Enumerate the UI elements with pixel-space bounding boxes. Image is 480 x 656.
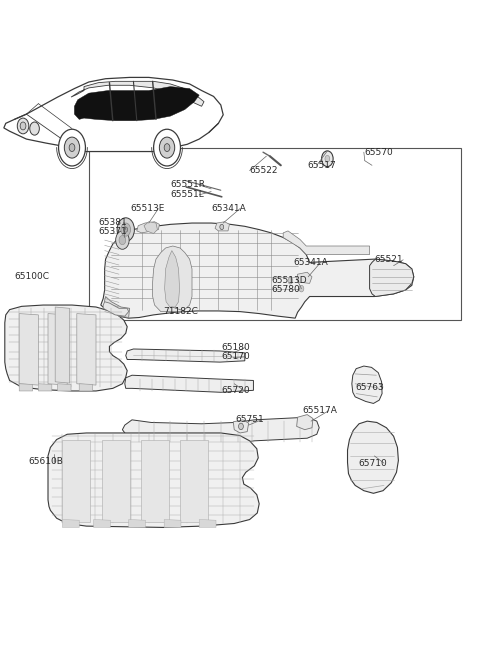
Text: 65763: 65763 <box>355 382 384 392</box>
Text: 65341A: 65341A <box>211 204 246 213</box>
Circle shape <box>64 137 80 158</box>
Polygon shape <box>71 81 204 106</box>
Text: 65551L: 65551L <box>170 190 204 199</box>
Polygon shape <box>62 440 90 522</box>
Polygon shape <box>62 520 79 527</box>
Circle shape <box>121 223 131 236</box>
Circle shape <box>220 224 224 230</box>
Polygon shape <box>94 520 110 527</box>
Polygon shape <box>79 384 93 391</box>
Polygon shape <box>165 251 180 307</box>
Polygon shape <box>164 520 181 527</box>
Polygon shape <box>48 314 67 385</box>
Polygon shape <box>233 420 249 433</box>
Polygon shape <box>370 259 414 297</box>
Circle shape <box>30 122 39 135</box>
Circle shape <box>116 231 129 249</box>
Polygon shape <box>4 77 223 152</box>
Polygon shape <box>215 222 229 231</box>
Polygon shape <box>19 314 38 385</box>
Circle shape <box>154 129 180 166</box>
Polygon shape <box>55 307 70 383</box>
Polygon shape <box>180 440 208 522</box>
Text: 65720: 65720 <box>222 386 251 396</box>
Polygon shape <box>153 246 192 312</box>
Text: 65100C: 65100C <box>14 272 49 281</box>
Polygon shape <box>137 222 159 233</box>
Circle shape <box>159 137 175 158</box>
Polygon shape <box>38 384 52 391</box>
Polygon shape <box>105 297 130 318</box>
Text: 65521: 65521 <box>374 255 403 264</box>
Text: 71182C: 71182C <box>163 307 198 316</box>
Text: 65610B: 65610B <box>29 457 64 466</box>
Polygon shape <box>125 375 253 392</box>
Polygon shape <box>77 314 96 385</box>
Text: 65513E: 65513E <box>131 204 165 213</box>
Polygon shape <box>101 223 414 318</box>
Text: 65570: 65570 <box>365 148 394 157</box>
Circle shape <box>69 144 75 152</box>
Polygon shape <box>122 417 319 445</box>
Circle shape <box>17 118 29 134</box>
Text: 65710: 65710 <box>358 459 387 468</box>
Text: 65780: 65780 <box>271 285 300 295</box>
Polygon shape <box>102 440 130 522</box>
Text: 65341A: 65341A <box>294 258 328 267</box>
Polygon shape <box>297 272 312 283</box>
Polygon shape <box>297 415 313 430</box>
Polygon shape <box>141 440 169 522</box>
Text: 65522: 65522 <box>250 166 278 175</box>
Circle shape <box>20 122 26 130</box>
Polygon shape <box>199 520 216 527</box>
Text: 65517: 65517 <box>307 161 336 170</box>
Text: 65517A: 65517A <box>302 406 337 415</box>
Circle shape <box>124 227 128 232</box>
Circle shape <box>299 285 304 292</box>
Circle shape <box>288 277 293 284</box>
Circle shape <box>164 144 170 152</box>
Circle shape <box>59 129 85 166</box>
Polygon shape <box>74 87 199 121</box>
Polygon shape <box>352 366 382 403</box>
Text: 65513D: 65513D <box>271 276 307 285</box>
Polygon shape <box>129 520 145 527</box>
Polygon shape <box>103 302 129 316</box>
Text: 65371: 65371 <box>98 227 127 236</box>
Polygon shape <box>48 433 259 527</box>
Circle shape <box>119 236 126 245</box>
Polygon shape <box>58 384 71 391</box>
Polygon shape <box>283 231 370 255</box>
Polygon shape <box>348 421 398 493</box>
Circle shape <box>239 423 243 430</box>
Polygon shape <box>126 349 245 362</box>
Circle shape <box>325 155 330 162</box>
Text: 65551R: 65551R <box>170 180 205 190</box>
Text: 65170: 65170 <box>222 352 251 361</box>
Text: 65180: 65180 <box>222 343 251 352</box>
Circle shape <box>322 151 333 167</box>
Text: 65381: 65381 <box>98 218 127 227</box>
Polygon shape <box>19 384 33 391</box>
Polygon shape <box>5 305 127 391</box>
Polygon shape <box>144 222 157 234</box>
Text: 65751: 65751 <box>235 415 264 424</box>
Circle shape <box>117 218 134 241</box>
